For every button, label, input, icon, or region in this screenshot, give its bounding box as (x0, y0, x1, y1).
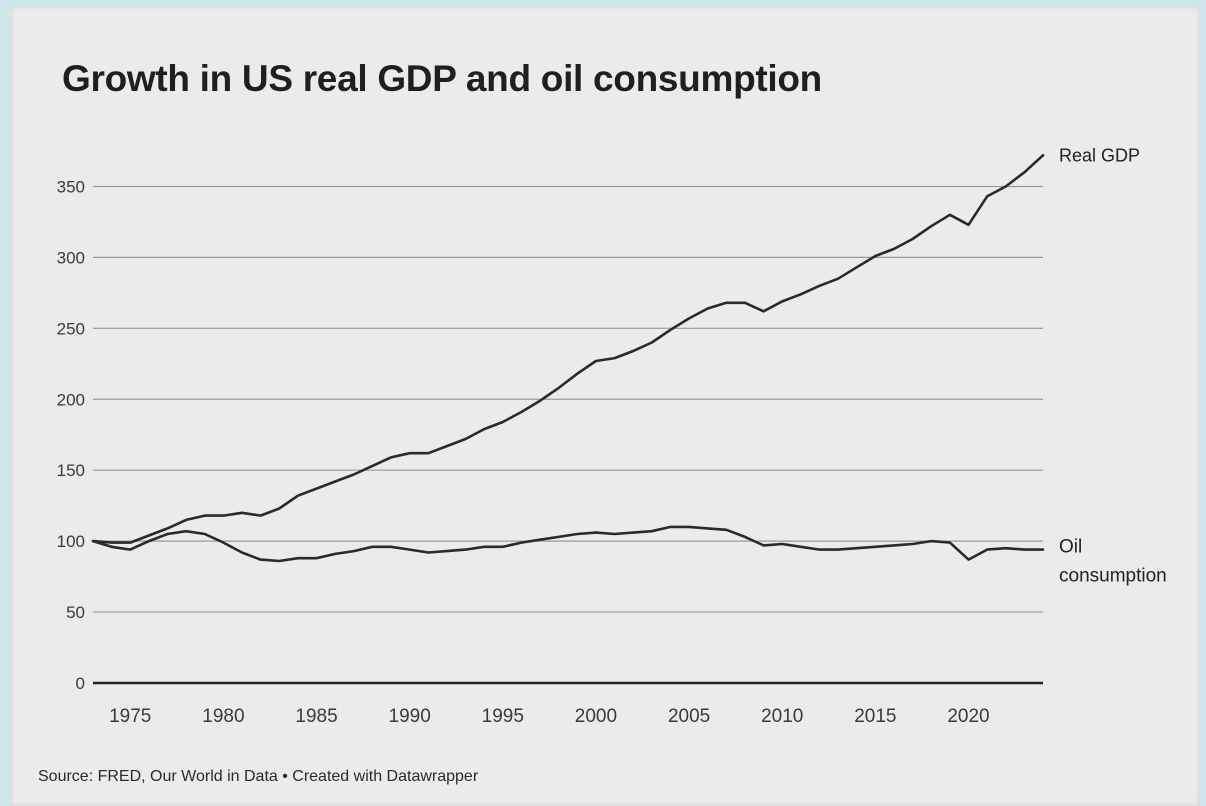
y-tick-label: 300 (57, 248, 85, 267)
gdp-series-label: Real GDP (1059, 145, 1140, 165)
y-tick-label: 200 (57, 390, 85, 409)
chart-card: Growth in US real GDP and oil consumptio… (10, 6, 1200, 806)
oil-series-line (91, 525, 1045, 563)
x-tick-label: 1980 (202, 706, 244, 727)
x-tick-label: 2020 (947, 706, 989, 727)
x-tick-label: 1995 (482, 706, 524, 727)
y-tick-label: 350 (57, 177, 85, 196)
y-tick-label: 0 (76, 674, 85, 693)
x-tick-label: 2005 (668, 706, 710, 727)
x-tick-label: 1975 (109, 706, 151, 727)
oil-series-label-line1: Oil (1059, 537, 1082, 558)
chart-source: Source: FRED, Our World in Data • Create… (38, 768, 479, 785)
x-tick-label: 1985 (295, 706, 337, 727)
x-tick-label: 2015 (854, 706, 896, 727)
gdp-series-line (91, 154, 1045, 544)
line-chart: 0 50 100 150 200 250 300 350 1975 1980 1985 1990 199… (57, 145, 1167, 727)
x-tick-label: 2000 (575, 706, 617, 727)
x-tick-label: 1990 (389, 706, 431, 727)
y-tick-label: 150 (57, 461, 85, 480)
y-tick-label: 50 (66, 603, 85, 622)
x-tick-label: 2010 (761, 706, 803, 727)
oil-series-label-line2: consumption (1059, 566, 1167, 587)
chart-title: Growth in US real GDP and oil consumptio… (62, 58, 822, 99)
y-tick-label: 250 (57, 319, 85, 338)
y-tick-label: 100 (57, 532, 85, 551)
